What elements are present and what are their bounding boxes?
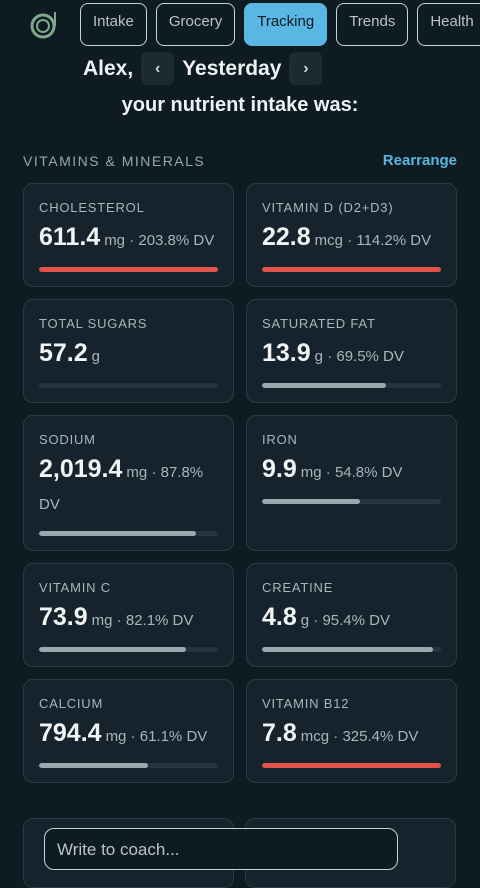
progress-bar [39, 267, 218, 272]
user-name: Alex, [83, 56, 134, 80]
daily-value: · 69.5% DV [327, 348, 404, 365]
nutrient-card: VITAMIN C 73.9 mg · 82.1% DV [23, 563, 234, 667]
tab-bar: Intake Grocery Tracking Trends Health [80, 3, 480, 46]
daily-value: · 95.4% DV [313, 612, 390, 629]
nutrient-name: SODIUM [39, 432, 96, 447]
progress-bar [262, 763, 441, 768]
amount: 611.4 [39, 223, 101, 251]
nutrient-value: 794.4 mg · 61.1% DV [39, 717, 218, 753]
daily-value: · 87.8% DV [39, 464, 204, 513]
nutrient-value: 611.4 mg · 203.8% DV [39, 221, 218, 257]
progress-bar [39, 763, 149, 768]
nutrient-value: 9.9 mg · 54.8% DV [262, 453, 441, 489]
nutrient-name: CALCIUM [39, 696, 104, 711]
nutrient-card: CREATINE 4.8 g · 95.4% DV [246, 563, 457, 667]
nutrient-name: CHOLESTEROL [39, 200, 145, 215]
section-title: VITAMINS & MINERALS [23, 153, 206, 169]
progress-track [39, 383, 218, 388]
unit: g [314, 348, 324, 365]
amount: 9.9 [262, 455, 297, 483]
progress-track [262, 499, 441, 504]
nutrient-card: VITAMIN D (D2+D3) 22.8 mcg · 114.2% DV [246, 183, 457, 287]
nutrient-card: IRON 9.9 mg · 54.8% DV [246, 415, 457, 551]
amount: 794.4 [39, 719, 102, 747]
progress-bar [262, 267, 441, 272]
nutrient-card: VITAMIN B12 7.8 mcg · 325.4% DV [246, 679, 457, 783]
amount: 4.8 [262, 603, 297, 631]
progress-track [39, 763, 218, 768]
unit: mg [126, 464, 148, 481]
daily-value: · 61.1% DV [130, 728, 208, 745]
progress-bar [262, 499, 361, 504]
amount: 7.8 [262, 719, 297, 747]
next-day[interactable]: › [289, 52, 323, 85]
progress-bar [39, 647, 186, 652]
progress-track [262, 647, 441, 652]
nutrient-name: VITAMIN B12 [262, 696, 350, 711]
progress-track [39, 647, 218, 652]
amount: 22.8 [262, 223, 311, 251]
nutrient-card: CALCIUM 794.4 mg · 61.1% DV [23, 679, 234, 783]
nutrient-value: 57.2 g [39, 337, 218, 373]
nav-tab[interactable]: Grocery [155, 3, 236, 46]
unit: mg [91, 612, 113, 629]
amount: 57.2 [39, 339, 88, 367]
daily-value: · 325.4% DV [333, 728, 419, 745]
nav-tab[interactable]: Intake [80, 3, 147, 46]
nutrient-value: 4.8 g · 95.4% DV [262, 601, 441, 637]
daily-value: · 203.8% DV [129, 232, 215, 249]
unit: mcg [300, 728, 330, 745]
unit: g [300, 612, 310, 629]
nav-tab[interactable]: Trends [336, 3, 409, 46]
daily-value: · 82.1% DV [116, 612, 194, 629]
nutrient-value: 13.9 g · 69.5% DV [262, 337, 441, 373]
progress-track [262, 267, 441, 272]
daily-value: · 54.8% DV [325, 464, 403, 481]
amount: 13.9 [262, 339, 311, 367]
nav-tab[interactable]: Health [417, 3, 480, 46]
nutrient-card: TOTAL SUGARS 57.2 g [23, 299, 234, 403]
coach-input[interactable]: Write to coach... [44, 828, 398, 870]
nutrient-name: VITAMIN D (D2+D3) [262, 200, 394, 215]
logo [30, 12, 56, 39]
nutrient-card: CHOLESTEROL 611.4 mg · 203.8% DV [23, 183, 234, 287]
nutrient-name: SATURATED FAT [262, 316, 376, 331]
progress-bar [262, 647, 433, 652]
subtitle: your nutrient intake was: [121, 94, 359, 116]
nutrient-card: SATURATED FAT 13.9 g · 69.5% DV [246, 299, 457, 403]
amount: 2,019.4 [39, 455, 123, 483]
progress-track [262, 763, 441, 768]
nutrient-value: 73.9 mg · 82.1% DV [39, 601, 218, 637]
unit: g [91, 348, 101, 365]
prev-day[interactable]: ‹ [141, 52, 175, 85]
day: Yesterday [182, 56, 282, 80]
nutrient-card: SODIUM 2,019.4 mg · 87.8% DV [23, 415, 234, 551]
unit: mg [104, 232, 126, 249]
header: Alex, ‹ Yesterday › [83, 52, 323, 85]
nutrient-value: 22.8 mcg · 114.2% DV [262, 221, 441, 257]
card-grid: CHOLESTEROL 611.4 mg · 203.8% DV VITAMIN D … [23, 183, 457, 783]
nutrient-value: 2,019.4 mg · 87.8% DV [39, 453, 218, 521]
rearrange[interactable]: Rearrange [382, 152, 457, 169]
nutrient-name: CREATINE [262, 580, 334, 595]
nutrient-name: IRON [262, 432, 298, 447]
daily-value: · 114.2% DV [347, 232, 432, 249]
progress-bar [39, 531, 197, 536]
progress-track [39, 531, 218, 536]
nutrient-name: TOTAL SUGARS [39, 316, 148, 331]
unit: mg [105, 728, 127, 745]
progress-track [262, 383, 441, 388]
nutrient-value: 7.8 mcg · 325.4% DV [262, 717, 441, 753]
unit: mcg [314, 232, 344, 249]
progress-track [39, 267, 218, 272]
nutrient-name: VITAMIN C [39, 580, 111, 595]
amount: 73.9 [39, 603, 88, 631]
nav-tab[interactable]: Tracking [244, 3, 328, 46]
progress-bar [262, 383, 387, 388]
unit: mg [300, 464, 322, 481]
